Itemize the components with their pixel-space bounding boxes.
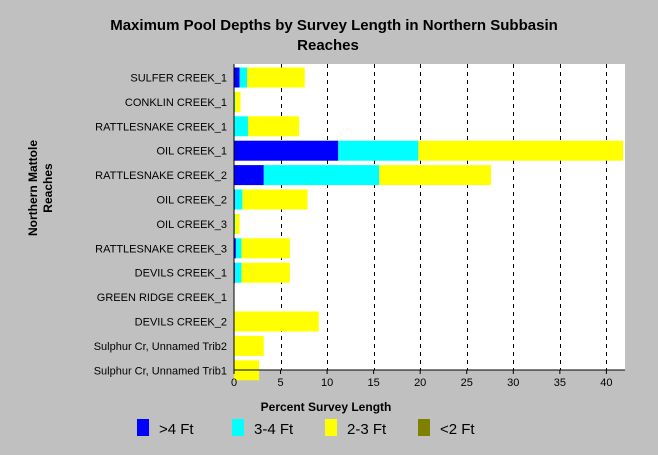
category-label: Sulphur Cr, Unnamed Trib1	[94, 365, 227, 377]
bar-segment	[379, 165, 491, 186]
bar-segment	[241, 262, 290, 283]
bar-segment	[242, 189, 308, 210]
bar-segment	[234, 311, 319, 332]
gridlines	[281, 64, 607, 370]
bar-segment	[234, 140, 339, 161]
bar-segment	[239, 67, 248, 88]
category-label: OIL CREEK_1	[156, 146, 227, 158]
x-tick-label: 0	[231, 377, 237, 389]
bar-segment	[247, 116, 300, 137]
category-label: DEVILS CREEK_1	[135, 268, 227, 280]
legend-label: >4 Ft	[159, 421, 194, 438]
x-tick-label: 5	[277, 377, 283, 389]
chart-title-line-1: Maximum Pool Depths by Survey Length in …	[110, 17, 558, 34]
x-tick-label: 15	[368, 377, 380, 389]
x-axis-title: Percent Survey Length	[261, 400, 392, 414]
bar-segment	[234, 238, 236, 259]
bar-segment	[234, 67, 240, 88]
legend-label: 3-4 Ft	[254, 421, 294, 438]
x-tick-label: 10	[321, 377, 333, 389]
bar-segment	[338, 140, 419, 161]
category-label: RATTLESNAKE CREEK_1	[95, 121, 227, 133]
bar-segment	[418, 140, 624, 161]
bar-segment	[234, 335, 264, 356]
bar-segment	[235, 238, 242, 259]
legend-swatch	[232, 419, 244, 436]
legend: >4 Ft 3-4 Ft 2-3 Ft <2 Ft	[137, 419, 475, 438]
bar-segment	[241, 238, 290, 259]
category-label: DEVILS CREEK_2	[135, 317, 227, 329]
category-label: OIL CREEK_2	[156, 195, 227, 207]
x-tick-label: 40	[600, 377, 612, 389]
legend-swatch	[137, 419, 149, 436]
bar-segment	[263, 165, 380, 186]
category-label: SULFER CREEK_1	[130, 73, 227, 85]
bar-segment	[234, 262, 242, 283]
y-axis-title-line-1: Northern Mattole	[26, 140, 40, 236]
bars	[234, 67, 624, 381]
category-label: GREEN RIDGE CREEK_1	[97, 292, 227, 304]
bar-segment	[234, 213, 240, 234]
chart-title: Maximum Pool Depths by Survey Length in …	[110, 17, 558, 54]
category-label: CONKLIN CREEK_1	[125, 97, 227, 109]
category-label: OIL CREEK_3	[156, 219, 227, 231]
x-tick-labels: 0 5 10 15 20 25 30 35 40	[231, 370, 613, 389]
bar-segment	[247, 67, 305, 88]
category-label: Sulphur Cr, Unnamed Trib2	[94, 341, 227, 353]
x-tick-label: 35	[554, 377, 566, 389]
chart-title-line-2: Reaches	[297, 37, 359, 54]
x-tick-label: 25	[461, 377, 473, 389]
x-tick-label: 20	[414, 377, 426, 389]
legend-label: 2-3 Ft	[347, 421, 387, 438]
category-label: RATTLESNAKE CREEK_3	[95, 243, 227, 255]
legend-label: <2 Ft	[440, 421, 475, 438]
category-label: RATTLESNAKE CREEK_2	[95, 170, 227, 182]
bar-segment	[234, 91, 241, 112]
bar-segment	[234, 165, 264, 186]
y-axis-title-line-2: Reaches	[41, 163, 55, 213]
legend-swatch	[418, 419, 430, 436]
x-tick-label: 30	[507, 377, 519, 389]
bar-segment	[234, 116, 248, 137]
legend-swatch	[325, 419, 337, 436]
bar-segment	[234, 189, 243, 210]
category-labels: SULFER CREEK_1 CONKLIN CREEK_1 RATTLESNAKE…	[94, 73, 227, 378]
y-axis-title: Northern Mattole Reaches	[26, 140, 55, 236]
